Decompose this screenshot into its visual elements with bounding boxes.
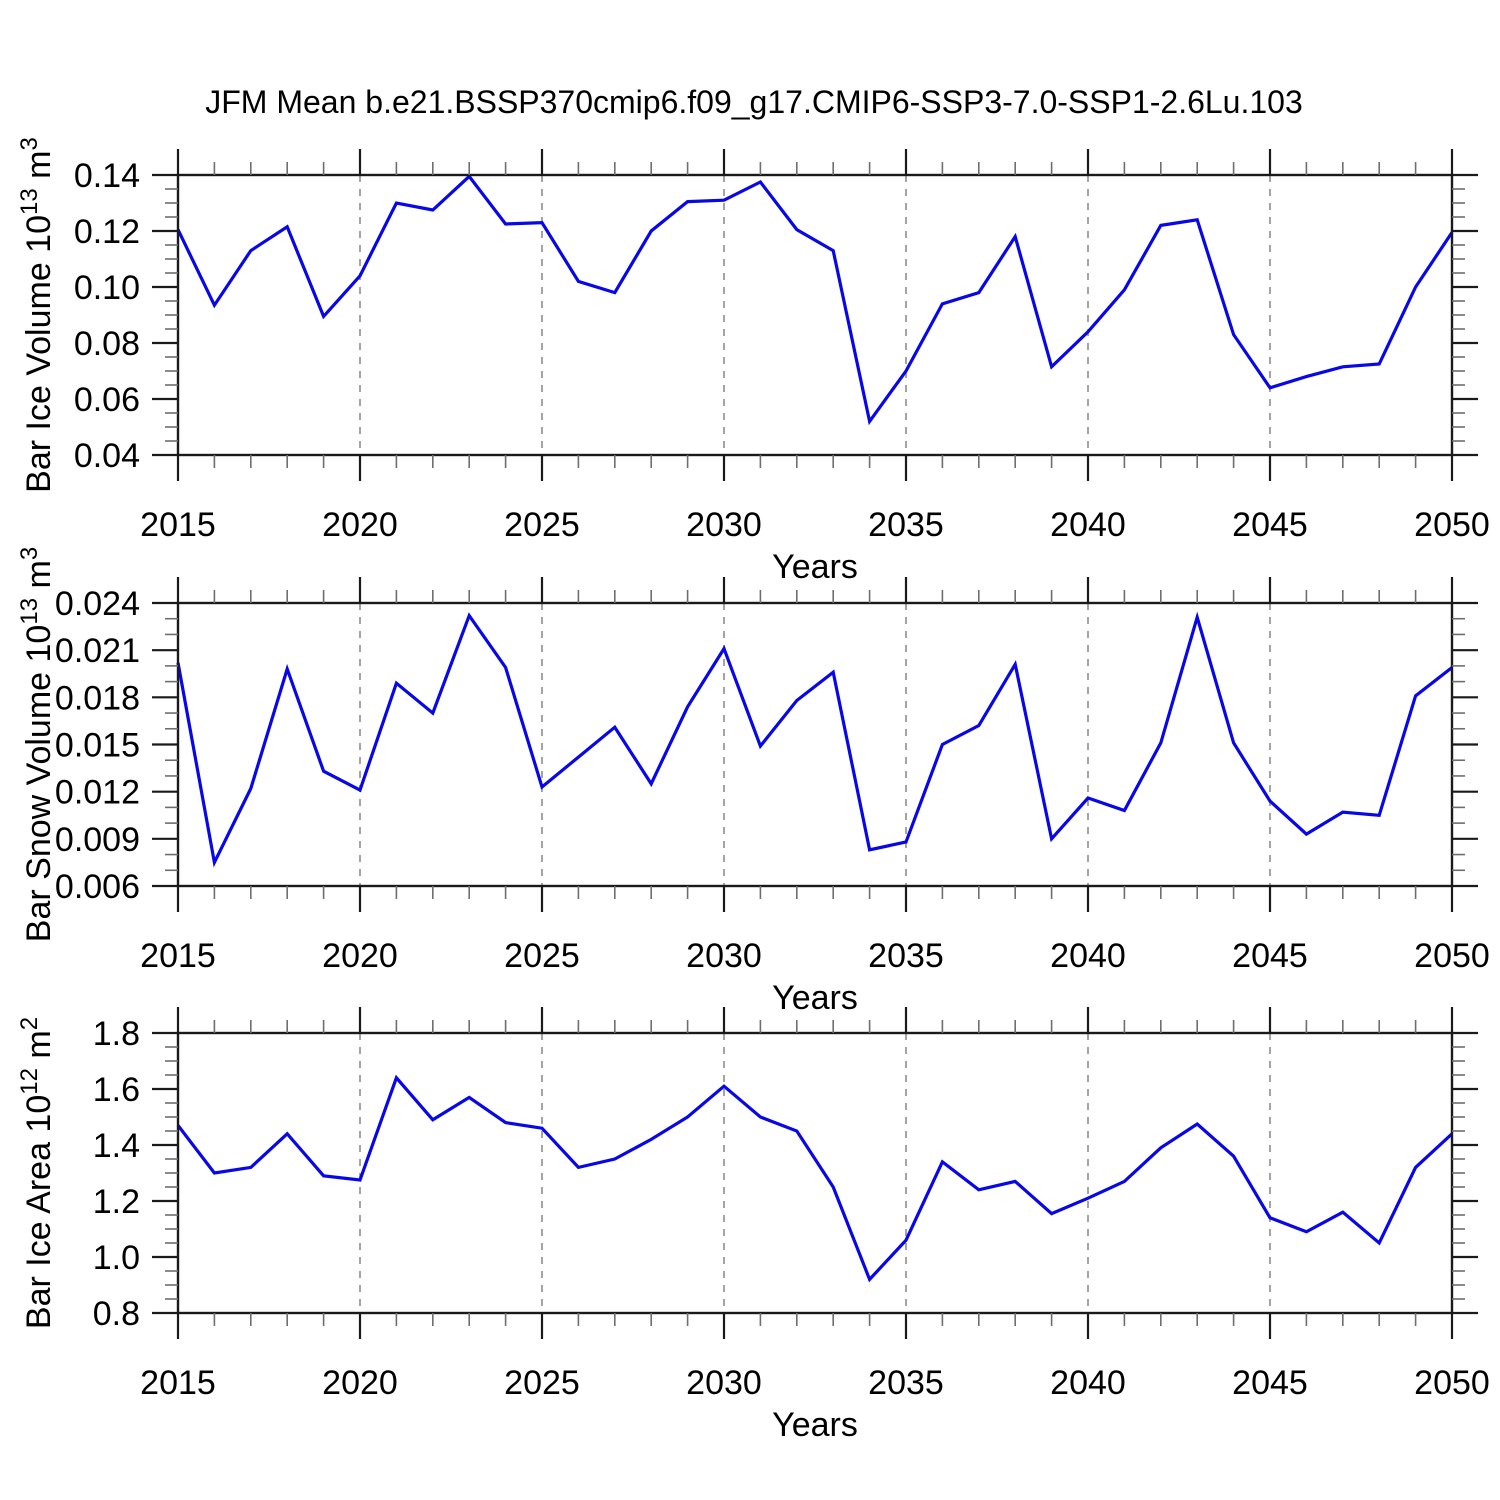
data-line-ice-volume (176, 174, 1454, 426)
x-tick-label: 2035 (868, 937, 944, 975)
x-axis-title: Years (772, 979, 858, 1017)
x-tick-label: 2030 (686, 937, 762, 975)
y-tick-labels: 1.8 1.6 1.4 1.2 1.0 0.8 (93, 1015, 140, 1333)
x-tick-label: 2020 (322, 506, 398, 544)
panel-ice-area: 2015 2020 2025 2030 2035 2040 2045 2050 Years 1.8… (16, 1007, 1490, 1444)
x-tick-label: 2040 (1050, 506, 1126, 544)
x-axis-title: Years (772, 548, 858, 586)
x-tick-label: 2050 (1414, 937, 1490, 975)
figure-title: JFM Mean b.e21.BSSP370cmip6.f09_g17.CMIP… (205, 84, 1303, 120)
x-tick-label: 2025 (504, 506, 580, 544)
panel-ice-volume: 2015 2020 2025 2030 2035 2040 2045 2050 Years 0.1… (16, 137, 1490, 586)
y-tick-label: 0.06 (74, 381, 140, 419)
y-tick-label: 1.2 (93, 1183, 140, 1221)
panel-snow-volume: 2015 2020 2025 2030 2035 2040 2045 2050 Years 0.0… (16, 547, 1490, 1017)
x-tick-label: 2025 (504, 1364, 580, 1402)
gridlines (359, 1033, 1271, 1313)
y-tick-label: 0.12 (74, 213, 140, 251)
x-tick-label: 2015 (140, 506, 216, 544)
x-tick-label: 2035 (868, 506, 944, 544)
y-tick-label: 0.012 (55, 774, 140, 812)
y-tick-label: 1.6 (93, 1071, 140, 1109)
plot-frame (176, 601, 1454, 888)
y-tick-label: 0.006 (55, 868, 140, 906)
x-tick-label: 2015 (140, 937, 216, 975)
y-tick-labels: 0.024 0.021 0.018 0.015 0.012 0.009 0.006 (55, 585, 140, 906)
x-tick-label: 2020 (322, 937, 398, 975)
y-tick-label: 0.04 (74, 437, 140, 475)
y-tick-label: 0.10 (74, 269, 140, 307)
x-tick-label: 2050 (1414, 1364, 1490, 1402)
y-tick-label: 0.8 (93, 1295, 140, 1333)
x-tick-label: 2040 (1050, 937, 1126, 975)
x-tick-label: 2050 (1414, 506, 1490, 544)
data-line-snow-volume (176, 611, 1453, 868)
x-tick-label: 2030 (686, 1364, 762, 1402)
x-tick-label: 2045 (1232, 506, 1308, 544)
x-tick-labels: 2015 2020 2025 2030 2035 2040 2045 2050 (140, 937, 1490, 975)
y-tick-label: 1.0 (93, 1239, 140, 1277)
y-tick-label: 0.14 (74, 157, 140, 195)
plot-frame (176, 173, 1454, 457)
data-line-ice-area (176, 1074, 1454, 1283)
x-tick-label: 2040 (1050, 1364, 1126, 1402)
y-tick-label: 0.015 (55, 727, 140, 765)
gridlines (359, 603, 1271, 886)
gridlines (359, 175, 1271, 455)
y-axis-title: Bar Ice Area 1012 m2 (16, 1017, 58, 1329)
y-tick-label: 0.018 (55, 679, 140, 717)
y-axis-title: Bar Snow Volume 1013 m3 (16, 547, 58, 942)
y-tick-label: 0.08 (74, 325, 140, 363)
x-tick-label: 2045 (1232, 937, 1308, 975)
x-tick-label: 2045 (1232, 1364, 1308, 1402)
y-tick-label: 1.4 (93, 1127, 140, 1165)
x-tick-label: 2025 (504, 937, 580, 975)
x-ticks (176, 1007, 1454, 1339)
y-ticks (152, 1031, 1478, 1315)
plot-frame (176, 1031, 1454, 1315)
y-tick-label: 0.009 (55, 821, 140, 859)
x-tick-labels: 2015 2020 2025 2030 2035 2040 2045 2050 (140, 1364, 1490, 1402)
y-tick-labels: 0.14 0.12 0.10 0.08 0.06 0.04 (74, 157, 140, 475)
y-tick-label: 1.8 (93, 1015, 140, 1053)
y-axis-title: Bar Ice Volume 1013 m3 (16, 137, 58, 493)
x-ticks (176, 149, 1454, 481)
x-axis-title: Years (772, 1406, 858, 1444)
x-tick-label: 2030 (686, 506, 762, 544)
x-tick-labels: 2015 2020 2025 2030 2035 2040 2045 2050 (140, 506, 1490, 544)
x-ticks (176, 577, 1454, 912)
y-ticks (152, 173, 1478, 457)
y-tick-label: 0.024 (55, 585, 140, 623)
y-tick-label: 0.021 (55, 632, 140, 670)
x-tick-label: 2015 (140, 1364, 216, 1402)
x-tick-label: 2035 (868, 1364, 944, 1402)
y-ticks (152, 601, 1478, 888)
x-tick-label: 2020 (322, 1364, 398, 1402)
